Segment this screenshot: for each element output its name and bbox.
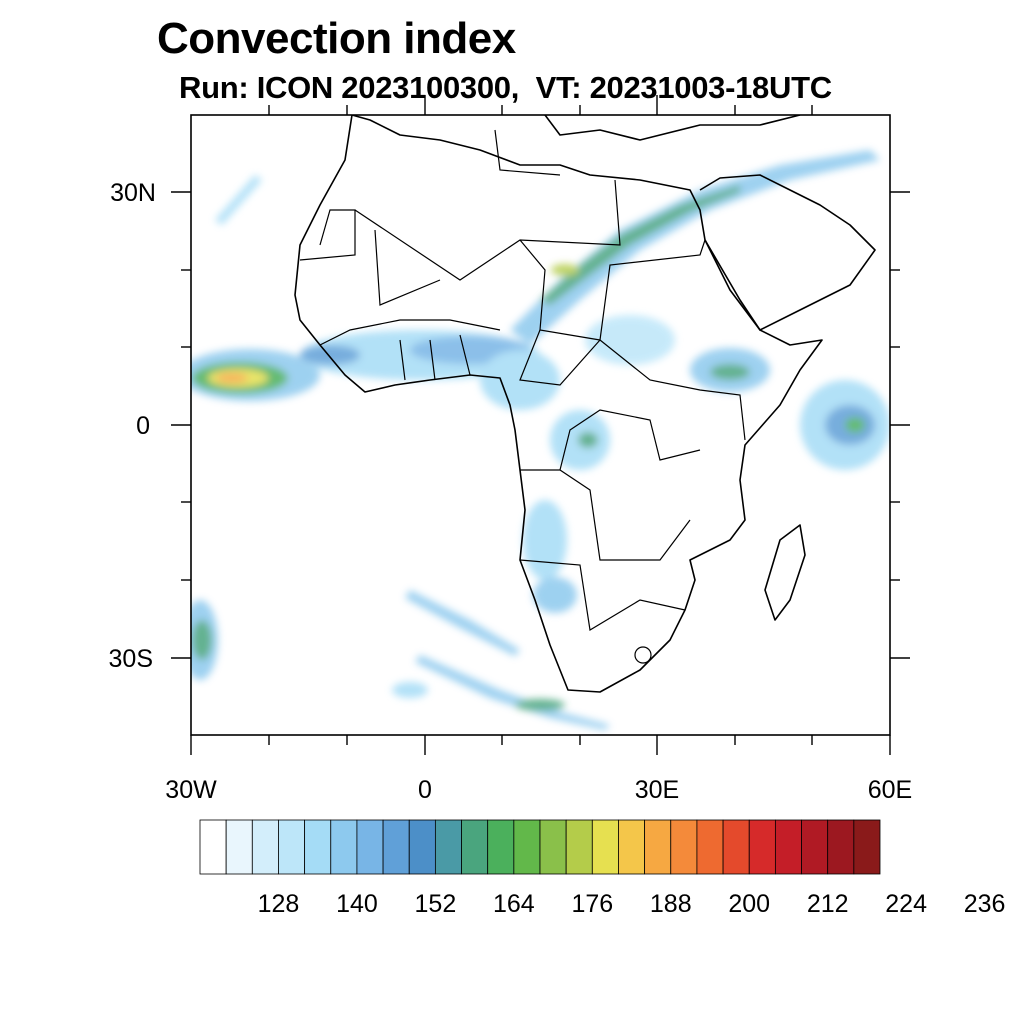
- lat-label-30s: 30S: [109, 645, 153, 673]
- colorbar-swatch: [853, 819, 881, 875]
- colorbar-swatch: [618, 819, 646, 875]
- colorbar-swatch: [827, 819, 855, 875]
- colorbar: 128 140 152 164 176 188 200 212 224 236: [199, 819, 1006, 918]
- lon-label-60e: 60E: [868, 776, 912, 804]
- colorbar-swatch: [487, 819, 515, 875]
- colorbar-label: 236: [964, 890, 1006, 918]
- colorbar-swatch: [513, 819, 541, 875]
- colorbar-swatch: [408, 819, 436, 875]
- colorbar-swatch: [670, 819, 698, 875]
- lon-label-0: 0: [418, 776, 432, 804]
- lat-label-0: 0: [136, 412, 150, 440]
- country-borders: [299, 129, 746, 664]
- colorbar-swatch: [565, 819, 593, 875]
- colorbar-swatch: [461, 819, 489, 875]
- colorbar-label: 128: [258, 890, 300, 918]
- colorbar-swatch: [304, 819, 332, 875]
- colorbar-swatch: [278, 819, 306, 875]
- convection-field: [191, 150, 890, 730]
- colorbar-swatch: [539, 819, 567, 875]
- lon-label-30e: 30E: [635, 776, 679, 804]
- colorbar-swatch: [382, 819, 410, 875]
- colorbar-swatch: [644, 819, 672, 875]
- colorbar-swatch: [199, 819, 227, 875]
- colorbar-swatch: [801, 819, 829, 875]
- colorbar-swatch: [251, 819, 279, 875]
- colorbar-swatch: [330, 819, 358, 875]
- colorbar-label: 140: [336, 890, 378, 918]
- map-title: Convection index: [157, 14, 516, 63]
- colorbar-swatch: [748, 819, 776, 875]
- colorbar-label: 164: [493, 890, 535, 918]
- colorbar-swatch: [696, 819, 724, 875]
- colorbar-swatch: [434, 819, 462, 875]
- coastlines: [294, 115, 876, 693]
- colorbar-label: 224: [885, 890, 927, 918]
- map-frame: [190, 114, 891, 736]
- lat-label-30n: 30N: [110, 179, 156, 207]
- colorbar-swatch: [225, 819, 253, 875]
- colorbar-swatch: [774, 819, 802, 875]
- colorbar-label: 176: [571, 890, 613, 918]
- colorbar-swatch: [356, 819, 384, 875]
- colorbar-swatch: [591, 819, 619, 875]
- lon-label-30w: 30W: [165, 776, 217, 804]
- map-subtitle: Run: ICON 2023100300, VT: 20231003-18UTC: [179, 70, 832, 105]
- colorbar-swatch: [722, 819, 750, 875]
- colorbar-label: 188: [650, 890, 692, 918]
- colorbar-label: 152: [415, 890, 457, 918]
- colorbar-label: 200: [728, 890, 770, 918]
- colorbar-label: 212: [807, 890, 849, 918]
- axis-ticks: [171, 95, 910, 755]
